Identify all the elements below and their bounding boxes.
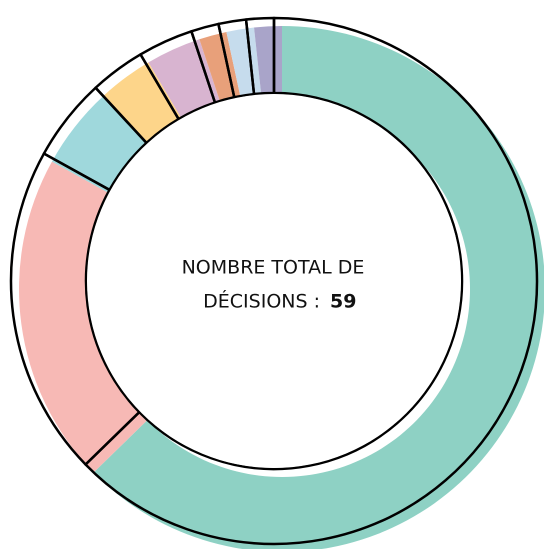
center-label: DÉCISIONS : — [203, 290, 320, 313]
segment-outline — [244, 16, 276, 96]
donut-segment — [199, 31, 243, 111]
inner-hole — [87, 94, 461, 468]
donut-segment — [19, 161, 148, 473]
donut-segment — [93, 26, 544, 549]
total: 59 — [330, 291, 356, 313]
segment-outline — [84, 16, 539, 546]
center-label: NOMBRE TOTAL DE — [182, 257, 365, 279]
